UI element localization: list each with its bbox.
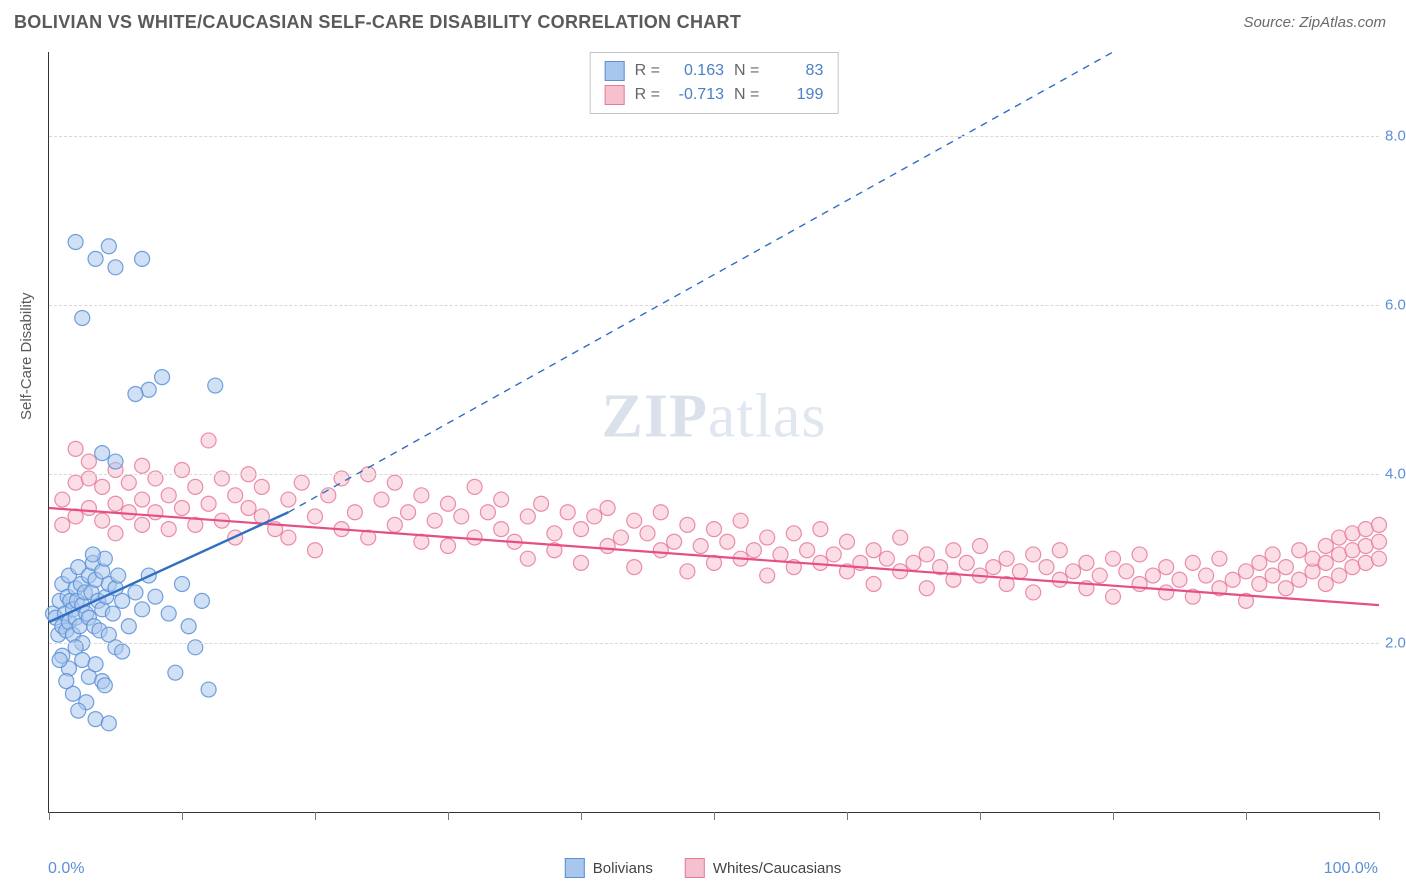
y-tick-label: 6.0% [1385, 297, 1406, 314]
grid-line [49, 305, 1379, 306]
legend-item-blue: Bolivians [565, 858, 653, 878]
y-tick-label: 2.0% [1385, 635, 1406, 652]
chart-title: BOLIVIAN VS WHITE/CAUCASIAN SELF-CARE DI… [14, 12, 741, 33]
x-tick [1113, 812, 1114, 820]
scatter-svg [49, 52, 1379, 812]
x-max-label: 100.0% [1324, 860, 1378, 878]
bottom-legend: Bolivians Whites/Caucasians [565, 858, 841, 878]
x-tick [714, 812, 715, 820]
x-tick [49, 812, 50, 820]
x-min-label: 0.0% [48, 860, 84, 878]
chart-plot-area: ZIPatlas R = 0.163 N = 83 R = -0.713 N =… [48, 52, 1379, 813]
legend-swatch-pink [685, 858, 705, 878]
y-axis-label: Self-Care Disability [18, 292, 35, 420]
x-tick [448, 812, 449, 820]
grid-line [49, 474, 1379, 475]
grid-line [49, 643, 1379, 644]
x-tick [847, 812, 848, 820]
legend-swatch-blue [565, 858, 585, 878]
x-tick [1379, 812, 1380, 820]
x-tick [182, 812, 183, 820]
source-label: Source: ZipAtlas.com [1243, 14, 1386, 31]
y-tick-label: 8.0% [1385, 128, 1406, 145]
y-tick-label: 4.0% [1385, 466, 1406, 483]
x-tick [980, 812, 981, 820]
legend-item-pink: Whites/Caucasians [685, 858, 841, 878]
grid-line [49, 136, 1379, 137]
x-tick [581, 812, 582, 820]
x-tick [315, 812, 316, 820]
x-tick [1246, 812, 1247, 820]
